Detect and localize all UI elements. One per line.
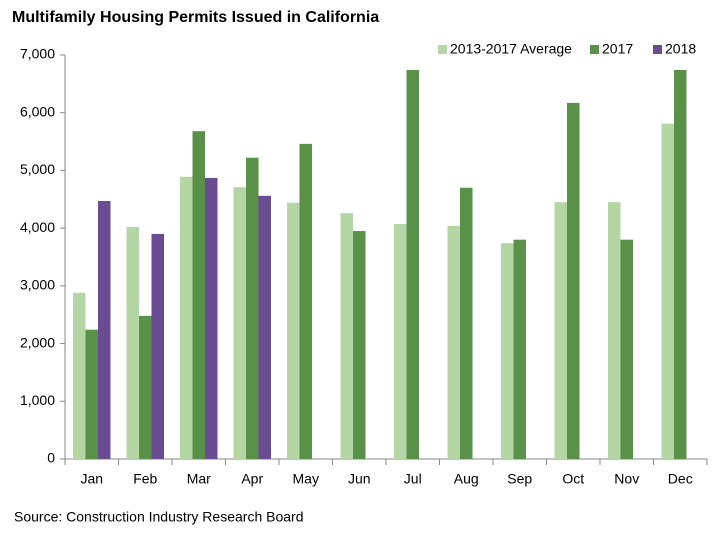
y-tick-label: 6,000 (20, 103, 55, 119)
legend-swatch (590, 45, 599, 54)
y-tick-label: 2,000 (20, 334, 55, 350)
y-tick-label: 4,000 (20, 219, 55, 235)
x-tick-label: Oct (562, 471, 584, 487)
x-tick-label: Sep (507, 471, 532, 487)
bar (513, 239, 526, 459)
y-tick-label: 7,000 (20, 46, 55, 62)
bar (180, 176, 193, 459)
bar (620, 239, 633, 459)
y-tick-label: 3,000 (20, 277, 55, 293)
legend-label: 2017 (602, 41, 633, 57)
x-tick-label: Feb (133, 471, 157, 487)
bar (192, 131, 205, 459)
legend-label: 2013-2017 Average (450, 41, 572, 57)
x-tick-label: Jul (404, 471, 422, 487)
x-tick-label: Jun (348, 471, 371, 487)
bar (287, 202, 300, 459)
bar (460, 187, 473, 459)
legend-swatch (653, 45, 662, 54)
x-tick-label: Dec (668, 471, 693, 487)
x-tick-label: May (293, 471, 319, 487)
bar (258, 195, 271, 459)
y-tick-label: 0 (47, 450, 55, 466)
bar (233, 187, 246, 459)
bar (567, 102, 580, 459)
bar (151, 233, 164, 459)
x-tick-label: Jan (80, 471, 103, 487)
bar (205, 177, 218, 459)
bar (340, 213, 353, 459)
bar (126, 226, 139, 459)
bar (85, 329, 98, 459)
chart-title: Multifamily Housing Permits Issued in Ca… (12, 9, 379, 26)
x-tick-label: Nov (614, 471, 639, 487)
bar (139, 315, 152, 459)
bar (246, 157, 259, 459)
source-note: Source: Construction Industry Research B… (14, 509, 303, 525)
bar (299, 143, 312, 459)
bar (608, 202, 621, 459)
bar (353, 231, 366, 459)
x-tick-label: Mar (187, 471, 211, 487)
y-tick-label: 5,000 (20, 161, 55, 177)
bar (501, 243, 514, 459)
x-tick-label: Apr (241, 471, 263, 487)
bar (554, 202, 567, 459)
x-tick-label: Aug (454, 471, 479, 487)
bar (674, 70, 687, 460)
y-tick-label: 1,000 (20, 392, 55, 408)
bar (447, 225, 460, 459)
bar (73, 292, 86, 459)
legend-label: 2018 (665, 41, 696, 57)
bar (661, 123, 674, 460)
bar (98, 201, 111, 459)
bar (406, 70, 419, 460)
legend-swatch (438, 45, 447, 54)
bar (394, 224, 407, 459)
